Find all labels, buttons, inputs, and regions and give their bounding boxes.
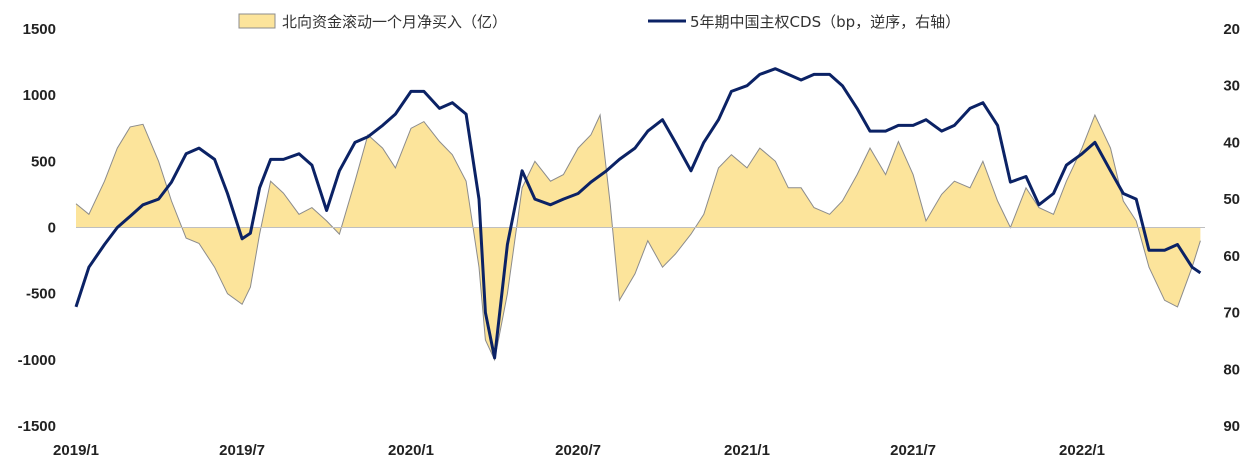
x-tick-label: 2020/7 bbox=[555, 442, 601, 459]
legend-label-area: 北向资金滚动一个月净买入（亿） bbox=[282, 13, 507, 31]
right-tick-label: 40 bbox=[1223, 134, 1240, 151]
line-series-layer bbox=[74, 67, 1202, 360]
left-tick-label: -1000 bbox=[18, 352, 56, 369]
right-axis-ticks: 20 30 40 50 60 70 80 90 bbox=[1223, 21, 1240, 435]
right-tick-label: 20 bbox=[1223, 21, 1240, 38]
cds-line-series bbox=[74, 67, 1202, 360]
left-tick-label: 1500 bbox=[23, 21, 56, 38]
right-tick-label: 80 bbox=[1223, 361, 1240, 378]
right-tick-label: 90 bbox=[1223, 418, 1240, 435]
legend-label-line: 5年期中国主权CDS（bp，逆序，右轴） bbox=[690, 13, 960, 31]
x-tick-label: 2020/1 bbox=[388, 442, 434, 459]
left-tick-label: 0 bbox=[48, 220, 56, 237]
x-tick-label: 2021/7 bbox=[890, 442, 936, 459]
x-tick-label: 2021/1 bbox=[724, 442, 770, 459]
legend: 北向资金滚动一个月净买入（亿） 5年期中国主权CDS（bp，逆序，右轴） bbox=[238, 13, 960, 31]
legend-item-line: 5年期中国主权CDS（bp，逆序，右轴） bbox=[648, 13, 960, 31]
left-tick-label: -500 bbox=[26, 286, 56, 303]
legend-item-area: 北向资金滚动一个月净买入（亿） bbox=[238, 13, 507, 31]
legend-swatch-area bbox=[238, 13, 276, 29]
right-tick-label: 70 bbox=[1223, 305, 1240, 322]
x-axis-ticks: 2019/1 2019/7 2020/1 2020/7 2021/1 2021/7 2022… bbox=[53, 442, 1105, 459]
right-tick-label: 60 bbox=[1223, 248, 1240, 265]
x-tick-label: 2019/1 bbox=[53, 442, 99, 459]
right-tick-label: 30 bbox=[1223, 78, 1240, 95]
left-axis-ticks: 1500 1000 500 0 -500 -1000 -1500 bbox=[18, 21, 56, 435]
left-tick-label: -1500 bbox=[18, 418, 56, 435]
right-tick-label: 50 bbox=[1223, 191, 1240, 208]
area-series-fill bbox=[76, 115, 1201, 360]
x-tick-label: 2019/7 bbox=[219, 442, 265, 459]
x-tick-label: 2022/1 bbox=[1059, 442, 1105, 459]
left-tick-label: 1000 bbox=[23, 87, 56, 104]
left-tick-label: 500 bbox=[31, 153, 56, 170]
